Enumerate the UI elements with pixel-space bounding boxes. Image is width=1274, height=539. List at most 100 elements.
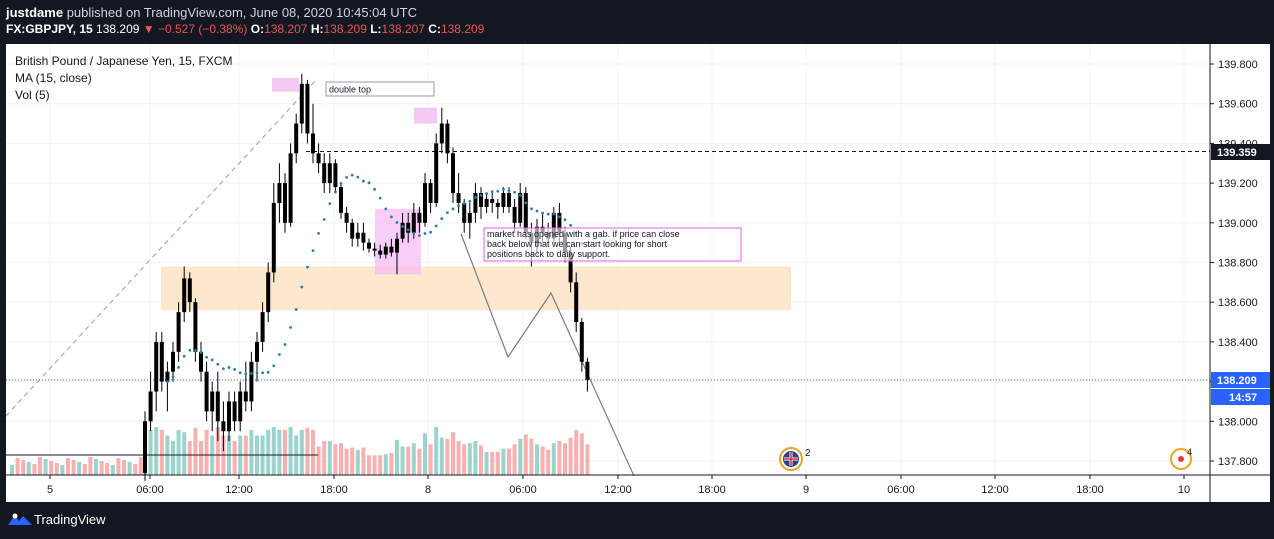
candle-body bbox=[344, 212, 349, 223]
candle-body bbox=[456, 193, 461, 203]
open-label: O: bbox=[250, 22, 265, 36]
volume-bar bbox=[490, 452, 495, 475]
countdown-label: 14:57 bbox=[1229, 392, 1257, 404]
time-tick-label: 06:00 bbox=[887, 484, 915, 496]
price-tick-label: 138.000 bbox=[1218, 416, 1258, 428]
volume-bar bbox=[171, 441, 175, 475]
volume-bar bbox=[372, 455, 377, 475]
time-tick-label: 06:00 bbox=[509, 484, 537, 496]
candle-body bbox=[159, 341, 164, 382]
level-price-tag: 139.359 bbox=[1211, 144, 1270, 160]
ma-point bbox=[166, 380, 169, 383]
ma-point bbox=[227, 366, 231, 369]
volume-bar bbox=[277, 430, 282, 475]
price-chart[interactable]: double top market has opened with a gab.… bbox=[5, 44, 1270, 502]
volume-bar bbox=[417, 448, 422, 475]
time-tick-label: 5 bbox=[47, 484, 53, 496]
price-tick-label: 138.800 bbox=[1218, 258, 1258, 270]
volume-bar bbox=[327, 441, 332, 475]
ma-point bbox=[294, 308, 298, 311]
chart-area[interactable]: double top market has opened with a gab.… bbox=[5, 44, 1270, 502]
note-box[interactable] bbox=[483, 227, 742, 262]
candle-body bbox=[355, 232, 360, 239]
volume-bar bbox=[322, 441, 327, 475]
candle-body bbox=[327, 163, 332, 184]
volume-bar bbox=[21, 460, 26, 475]
time-tick-label: 18:00 bbox=[1076, 484, 1104, 496]
open-value: 138.207 bbox=[264, 22, 308, 36]
tradingview-brand[interactable]: TradingView bbox=[34, 512, 106, 527]
volume-bar bbox=[495, 452, 500, 475]
published-text: published on TradingView.com, June 08, 2… bbox=[66, 5, 417, 20]
volume-bar bbox=[122, 460, 126, 475]
ma-point bbox=[177, 366, 181, 369]
volume-bar bbox=[187, 441, 192, 475]
volume-bar bbox=[271, 427, 276, 475]
double-top-highlight-1[interactable] bbox=[272, 77, 299, 92]
candle-body bbox=[579, 322, 584, 362]
volume-bar bbox=[383, 454, 388, 475]
volume-bar bbox=[467, 443, 472, 475]
ma-point bbox=[524, 201, 528, 205]
candle-body bbox=[445, 123, 450, 154]
candle-body bbox=[243, 391, 248, 402]
ma-point bbox=[401, 225, 404, 228]
note-text: market has opened with a gab. if price c… bbox=[487, 229, 680, 259]
candle-body bbox=[473, 193, 478, 213]
volume-bar bbox=[15, 458, 20, 475]
candle-body bbox=[232, 401, 237, 422]
volume-bar bbox=[249, 430, 254, 475]
moving-average bbox=[166, 173, 589, 383]
candle-body bbox=[523, 193, 528, 233]
legend-ma[interactable]: MA (15, close) bbox=[15, 71, 92, 85]
author-name[interactable]: justdame bbox=[6, 5, 64, 20]
volume-bar bbox=[71, 460, 76, 475]
candle-body bbox=[260, 312, 265, 342]
level-price-bg bbox=[1211, 144, 1270, 160]
candle-body bbox=[400, 222, 405, 239]
ma-point bbox=[502, 187, 505, 191]
candle-body bbox=[484, 198, 489, 207]
event-count: 4 bbox=[1187, 447, 1192, 457]
price-change: ▼ −0.527 (−0.38%) bbox=[142, 22, 248, 36]
ma-point bbox=[233, 368, 237, 371]
volume-bar bbox=[400, 446, 405, 475]
candle-body bbox=[221, 421, 226, 432]
ma-point bbox=[546, 212, 550, 216]
candle-body bbox=[434, 143, 439, 203]
volume-bar bbox=[378, 455, 383, 475]
volume-bar bbox=[154, 427, 159, 475]
time-tick-label: 12:00 bbox=[604, 484, 632, 496]
volume-bar bbox=[105, 463, 110, 475]
uk-event-marker[interactable]: 2 bbox=[779, 447, 811, 471]
ma-point bbox=[199, 350, 203, 354]
volume-bar bbox=[406, 446, 411, 475]
trend-line[interactable] bbox=[5, 79, 317, 417]
volume-bar bbox=[484, 452, 489, 475]
ma-point bbox=[289, 325, 292, 329]
time-tick-label: 18:00 bbox=[698, 484, 726, 496]
legend-vol[interactable]: Vol (5) bbox=[15, 88, 50, 102]
volume-bar bbox=[579, 433, 584, 475]
double-top-box[interactable] bbox=[325, 81, 435, 97]
ma-point bbox=[283, 343, 287, 346]
time-axis[interactable]: 5 06:00 12:00 18:00 8 06:00 12:00 18:00 9 06:00 12… bbox=[47, 475, 1190, 496]
ma-point bbox=[250, 371, 253, 375]
tradingview-logo-icon[interactable] bbox=[8, 512, 32, 526]
double-top-highlight-2[interactable] bbox=[414, 107, 437, 124]
level-price-label: 139.359 bbox=[1217, 147, 1257, 159]
event-marker[interactable]: 4 bbox=[1170, 447, 1192, 470]
ma-point bbox=[451, 207, 455, 211]
time-tick-label: 18:00 bbox=[320, 484, 348, 496]
volume-bar bbox=[568, 437, 573, 475]
candle-body bbox=[339, 187, 343, 213]
volume-bar bbox=[43, 459, 48, 475]
ma-point bbox=[563, 218, 567, 222]
volume-bar bbox=[355, 449, 360, 475]
projection-path[interactable] bbox=[460, 233, 635, 477]
ma-point bbox=[238, 371, 242, 375]
ma-point bbox=[272, 364, 276, 368]
candle-body bbox=[451, 153, 455, 194]
ma-point bbox=[446, 211, 449, 215]
volume-bar bbox=[311, 430, 315, 475]
